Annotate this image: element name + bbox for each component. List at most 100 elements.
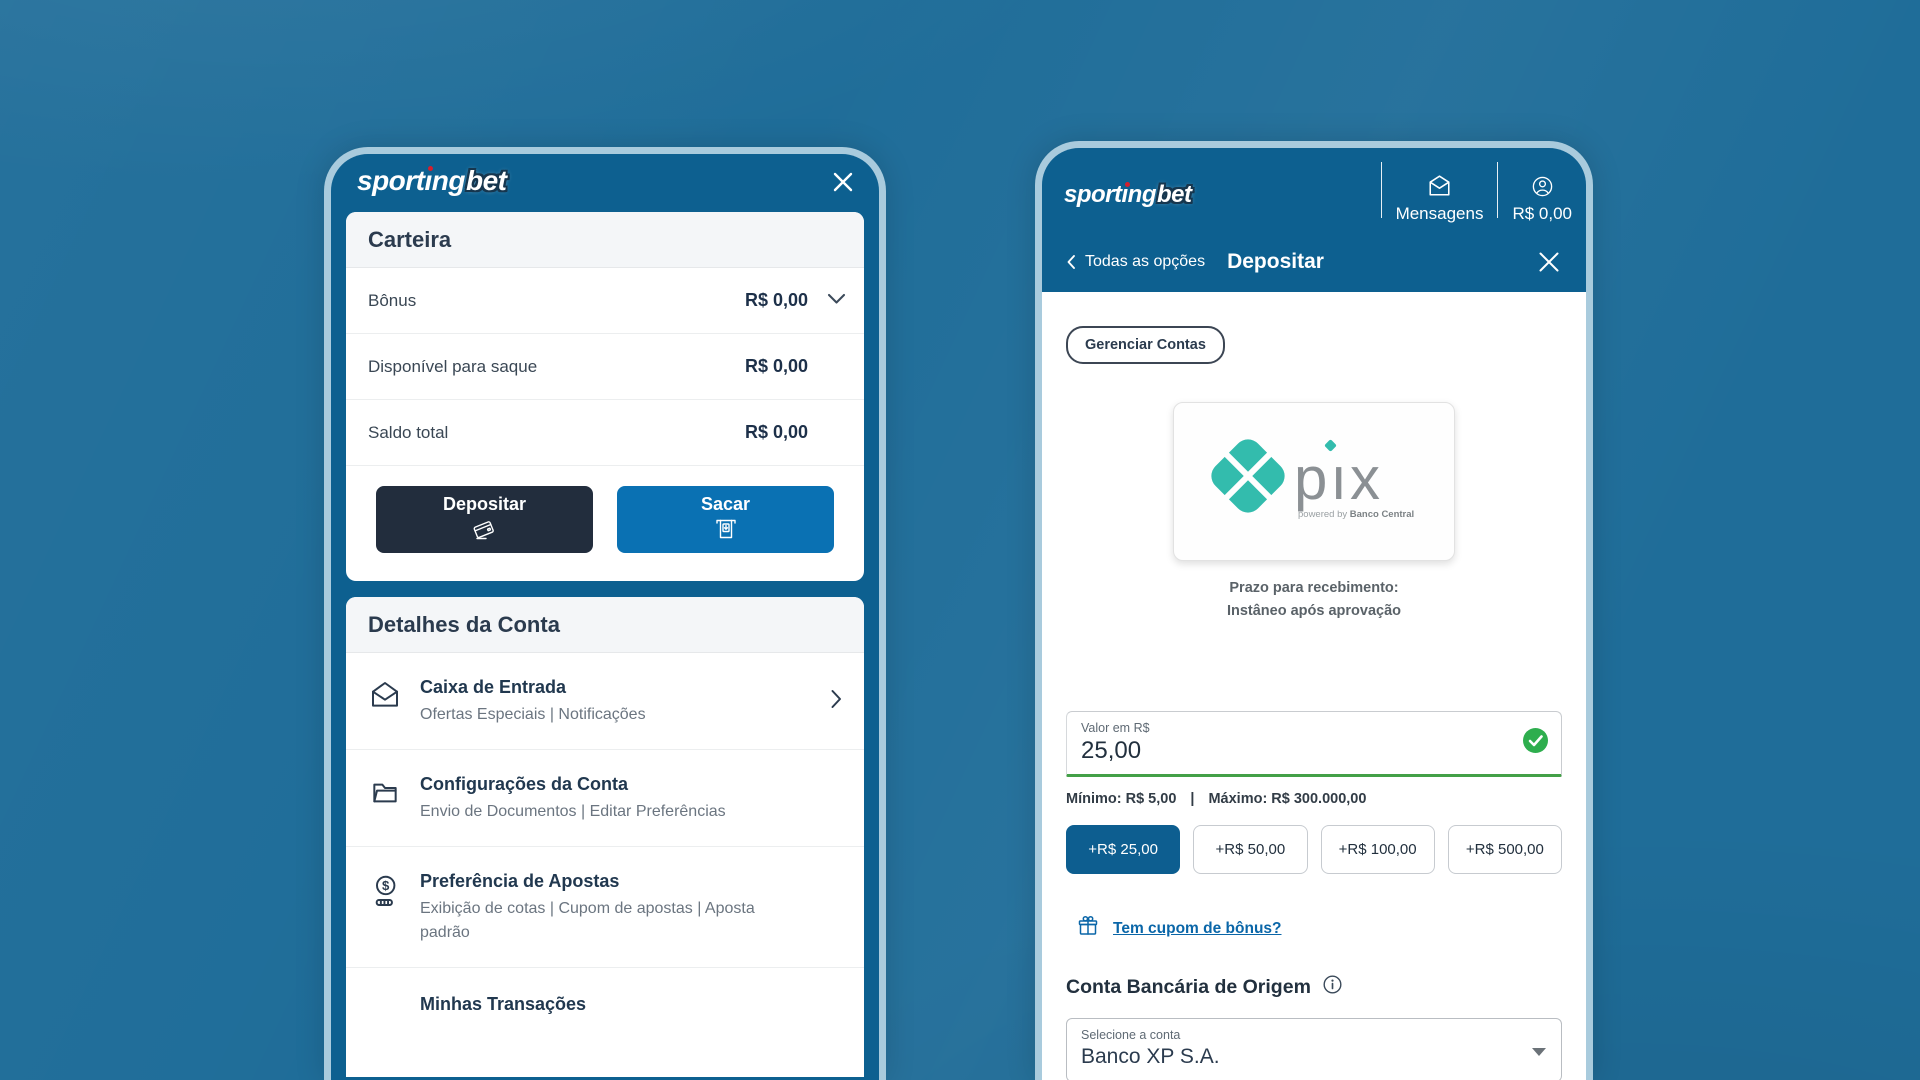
header-divider	[1497, 162, 1499, 218]
quick-amount-500-button[interactable]: +R$ 500,00	[1447, 825, 1562, 875]
logo-text: ng	[431, 165, 466, 196]
select-label: Selecione a conta	[1081, 1028, 1181, 1043]
account-details-card: Detalhes da Conta Caixa de Entrada Ofert…	[346, 597, 864, 1077]
detail-item-inbox[interactable]: Caixa de Entrada Ofertas Especiais | Not…	[346, 653, 864, 751]
svg-text:$: $	[382, 879, 390, 894]
quick-amount-100-button[interactable]: +R$ 100,00	[1320, 825, 1435, 875]
wallet-row-label: Saldo total	[368, 422, 449, 442]
detail-item-title: Preferência de Apostas	[420, 871, 620, 892]
bank-section-title: Conta Bancária de Origem	[1066, 975, 1311, 998]
amount-field: Valor em R$	[1066, 711, 1562, 778]
logo-text: bet	[1157, 181, 1192, 208]
detail-item-title: Caixa de Entrada	[420, 677, 567, 697]
page-title: Depositar	[1227, 250, 1324, 273]
bonus-coupon-link[interactable]: Tem cupom de bônus?	[1076, 914, 1562, 943]
detail-item-title: Configurações da Conta	[420, 774, 629, 795]
wallet-row-label: Bônus	[368, 290, 417, 310]
wallet-row-withdrawable: Disponível para saque R$ 0,00	[346, 334, 864, 400]
deposit-button[interactable]: Depositar	[376, 486, 593, 553]
deposit-button-label: Depositar	[442, 493, 527, 514]
wallet-row-total: Saldo total R$ 0,00	[346, 400, 864, 466]
amount-limits: Mínimo: R$ 5,00 | Máximo: R$ 300.000,00	[1066, 791, 1562, 807]
svg-text:pıx: pıx	[1294, 445, 1383, 512]
quick-amount-50-button[interactable]: +R$ 50,00	[1193, 825, 1308, 875]
wallet-title: Carteira	[346, 212, 864, 268]
detail-item-transactions[interactable]: Minhas Transações	[346, 967, 864, 1038]
chevron-left-icon	[1067, 255, 1075, 269]
deposit-content: Gerenciar Contas pıx powered by Banco Ce…	[1042, 292, 1586, 1080]
timing-line-1: Prazo para recebimento:	[1229, 580, 1399, 596]
deposit-nav-bar: Todas as opções Depositar	[1042, 232, 1586, 292]
chevron-right-icon	[830, 689, 842, 714]
timing-line-2: Instâneo após aprovação	[1226, 603, 1402, 620]
wallet-card: Carteira Bônus R$ 0,00 Disponível para s…	[346, 212, 864, 581]
account-balance-button[interactable]: R$ 0,00	[1498, 175, 1586, 224]
bank-account-select[interactable]: Selecione a conta Banco XP S.A.	[1066, 1018, 1562, 1080]
card-payment-icon	[470, 517, 500, 546]
max-limit: Máximo: R$ 300.000,00	[1208, 791, 1367, 808]
logo-text: sport	[1064, 181, 1122, 208]
amount-field-label: Valor em R$	[1081, 721, 1150, 736]
manage-accounts-button[interactable]: Gerenciar Contas	[1066, 326, 1225, 364]
min-limit: Mínimo: R$ 5,00	[1066, 791, 1177, 808]
logo-text: bet	[466, 165, 507, 196]
detail-item-subtitle: Ofertas Especiais | Notificações	[420, 706, 646, 723]
back-label: Todas as opções	[1085, 253, 1206, 270]
folder-icon	[368, 774, 402, 823]
wallet-row-value: R$ 0,00	[744, 356, 808, 376]
detail-item-settings[interactable]: Configurações da Conta Envio de Document…	[346, 750, 864, 848]
logo-red-dot	[427, 166, 433, 171]
wallet-row-value: R$ 0,00	[744, 290, 808, 310]
header-divider	[1380, 162, 1382, 218]
close-icon[interactable]	[1536, 249, 1562, 275]
logo-text: ı	[424, 165, 433, 196]
back-to-options-button[interactable]: Todas as opções	[1066, 253, 1205, 271]
valid-check-icon	[1522, 727, 1549, 759]
user-avatar-icon	[1531, 175, 1554, 203]
selected-bank-value: Banco XP S.A.	[1081, 1045, 1220, 1069]
info-icon[interactable]	[1322, 974, 1343, 1000]
withdraw-button[interactable]: Sacar	[617, 486, 834, 553]
withdraw-button-label: Sacar	[700, 493, 751, 514]
quick-amounts: +R$ 25,00 +R$ 50,00 +R$ 100,00 +R$ 500,0…	[1066, 825, 1562, 875]
limits-separator: |	[1190, 791, 1195, 808]
amount-input[interactable]	[1081, 737, 1511, 766]
wallet-actions: Depositar Sacar	[376, 486, 834, 553]
sportingbet-logo: sportı ngbet	[1064, 181, 1192, 209]
messages-label: Mensagens	[1395, 204, 1484, 223]
coupon-link-label: Tem cupom de bônus?	[1113, 919, 1282, 937]
deposit-phone-panel: sportı ngbet Mensagens	[1035, 141, 1593, 1080]
wallet-phone-panel: sportı ngbet Carteira Bônus R$ 0,00 Dispo…	[324, 147, 886, 1080]
wallet-row-label: Disponível para saque	[368, 356, 538, 376]
deposit-phone-header: sportı ngbet Mensagens	[1042, 148, 1586, 232]
wallet-row-bonus[interactable]: Bônus R$ 0,00	[346, 268, 864, 334]
caret-down-icon	[1532, 1048, 1546, 1057]
inbox-envelope-icon	[368, 677, 402, 726]
pix-timing-note: Prazo para recebimento: Instâneo após ap…	[1066, 577, 1562, 623]
close-icon[interactable]	[829, 168, 857, 196]
logo-red-dot	[1124, 182, 1130, 187]
logo-text: sport	[357, 165, 425, 196]
envelope-icon	[1426, 174, 1453, 203]
pix-method-card[interactable]: pıx powered by Banco Central	[1173, 402, 1455, 561]
logo-text: ng	[1127, 181, 1157, 208]
messages-button[interactable]: Mensagens	[1382, 174, 1498, 224]
detail-item-subtitle: Exibição de cotas | Cupom de apostas | A…	[420, 900, 755, 941]
pix-logo: pıx powered by Banco Central	[1211, 438, 1414, 520]
gift-icon	[1076, 914, 1100, 943]
atm-withdraw-icon	[713, 517, 739, 546]
sportingbet-logo: sportı ngbet	[357, 165, 507, 197]
account-details-title: Detalhes da Conta	[346, 597, 864, 653]
svg-text:powered by Banco Central: powered by Banco Central	[1298, 509, 1414, 520]
logo-text: ı	[1121, 181, 1129, 208]
balance-value: R$ 0,00	[1512, 204, 1572, 223]
detail-item-bet-preferences[interactable]: $ Preferência de Apostas Exibição de cot…	[346, 847, 864, 968]
wallet-phone-header: sportı ngbet	[331, 154, 879, 212]
detail-item-subtitle: Envio de Documentos | Editar Preferência…	[420, 803, 726, 821]
coin-dollar-icon: $	[368, 871, 402, 943]
quick-amount-25-button[interactable]: +R$ 25,00	[1066, 825, 1181, 875]
wallet-row-value: R$ 0,00	[744, 422, 808, 442]
detail-item-title: Minhas Transações	[420, 993, 587, 1014]
chevron-down-icon[interactable]	[827, 292, 846, 310]
bank-section-heading: Conta Bancária de Origem	[1066, 974, 1562, 1000]
